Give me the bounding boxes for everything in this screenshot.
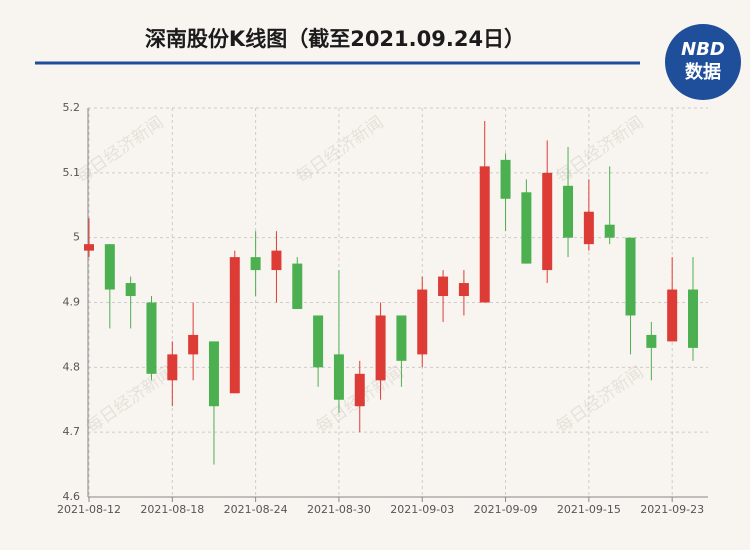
candle-body [458, 283, 469, 297]
x-tick-label: 2021-08-18 [140, 503, 204, 516]
watermark: 每日经济新闻 [292, 113, 387, 188]
chart-title: 深南股份K线图（截至2021.09.24日） [145, 27, 525, 51]
candle-body [542, 172, 553, 271]
logo-bottom: 数据 [685, 61, 721, 83]
y-tick-label: 4.7 [63, 425, 81, 438]
candle-body [313, 315, 324, 368]
y-tick-label: 5.2 [63, 101, 81, 114]
logo-top: NBD [681, 39, 725, 60]
candle-body [146, 302, 157, 374]
candle-body [250, 257, 261, 271]
candle-body [292, 263, 303, 309]
watermark: 每日经济新闻 [82, 363, 177, 438]
candle-body [667, 289, 678, 342]
candle-body [563, 185, 574, 238]
x-tick-label: 2021-09-03 [390, 503, 454, 516]
x-tick-label: 2021-08-12 [57, 503, 121, 516]
x-tick-label: 2021-09-23 [640, 503, 704, 516]
candle-body [208, 341, 219, 407]
watermark: 每日经济新闻 [552, 363, 647, 438]
candle-body [417, 289, 428, 355]
watermark: 每日经济新闻 [72, 113, 167, 188]
candle-body [167, 354, 178, 381]
watermark: 每日经济新闻 [552, 113, 647, 188]
candle-body [354, 373, 365, 407]
candle-body [500, 159, 511, 199]
candle-body [333, 354, 344, 400]
y-tick-label: 5 [73, 231, 80, 244]
candle-body [375, 315, 386, 381]
candle-body [521, 192, 532, 264]
candle-body [479, 166, 490, 303]
candle-body [625, 237, 636, 316]
candle-body [229, 257, 240, 394]
candle-body [646, 334, 657, 348]
logo [665, 24, 741, 100]
y-tick-label: 5.1 [63, 166, 81, 179]
candle-body [188, 334, 199, 355]
x-tick-label: 2021-08-24 [224, 503, 288, 516]
x-tick-label: 2021-08-30 [307, 503, 371, 516]
candle-body [396, 315, 407, 361]
candle-body [84, 244, 94, 251]
candle-body [438, 276, 449, 297]
candle-body [104, 244, 115, 290]
candle-body [604, 224, 615, 238]
candle-body [688, 289, 698, 348]
candle-body [583, 211, 594, 245]
y-tick-label: 4.8 [63, 360, 81, 373]
candle-body [271, 250, 282, 271]
y-tick-label: 4.6 [63, 490, 81, 503]
x-tick-label: 2021-09-15 [557, 503, 621, 516]
candle-body [125, 283, 136, 297]
y-tick-label: 4.9 [63, 296, 81, 309]
x-tick-label: 2021-09-09 [474, 503, 538, 516]
